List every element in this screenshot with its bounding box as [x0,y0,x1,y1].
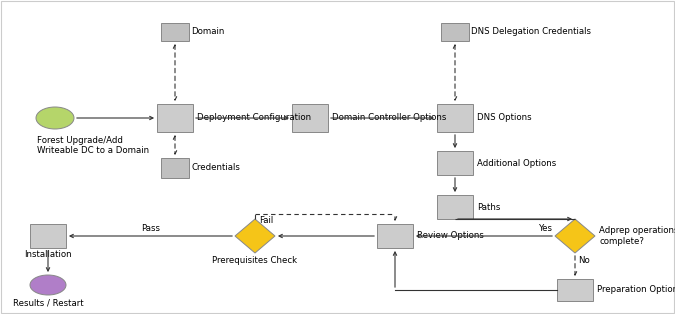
Text: Review Options: Review Options [417,231,484,241]
Text: Installation: Installation [24,250,72,259]
Ellipse shape [36,107,74,129]
Text: Adprep operations
complete?: Adprep operations complete? [599,226,675,246]
Text: Results / Restart: Results / Restart [13,298,83,307]
Text: DNS Delegation Credentials: DNS Delegation Credentials [471,28,591,36]
Polygon shape [555,219,595,253]
Text: Prerequisites Check: Prerequisites Check [213,256,298,265]
Text: Credentials: Credentials [191,164,240,172]
Text: Preparation Options: Preparation Options [597,285,675,295]
Bar [437,195,473,219]
Text: Forest Upgrade/Add
Writeable DC to a Domain: Forest Upgrade/Add Writeable DC to a Dom… [37,136,149,155]
Bar [377,224,413,248]
Text: Additional Options: Additional Options [477,159,556,167]
Ellipse shape [30,275,66,295]
Bar [437,104,473,132]
Polygon shape [235,219,275,253]
Text: No: No [578,256,590,265]
Bar [157,104,193,132]
Text: Paths: Paths [477,203,500,212]
Text: Domain: Domain [191,28,224,36]
Bar [437,151,473,175]
Bar [161,158,189,178]
Text: Deployment Configuration: Deployment Configuration [197,113,311,122]
Text: Domain Controller Options: Domain Controller Options [332,113,446,122]
Bar [30,224,66,248]
Bar [557,279,593,301]
Bar [292,104,328,132]
Text: Pass: Pass [141,224,160,233]
Text: Fail: Fail [259,216,273,225]
Text: DNS Options: DNS Options [477,113,532,122]
Bar [161,23,189,41]
Bar [441,23,469,41]
Text: Yes: Yes [539,224,553,233]
